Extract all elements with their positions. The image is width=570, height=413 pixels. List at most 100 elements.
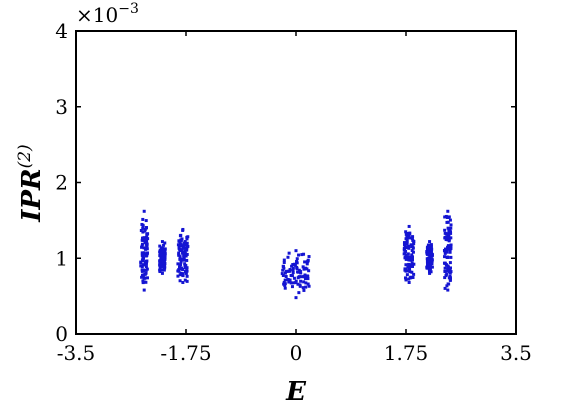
data-point	[185, 235, 189, 239]
data-point	[302, 274, 306, 278]
data-point	[284, 275, 288, 279]
data-point	[182, 244, 186, 248]
data-point	[160, 265, 164, 269]
data-point	[280, 272, 284, 276]
data-point	[185, 258, 189, 262]
data-point	[447, 236, 451, 240]
data-point	[181, 280, 185, 284]
data-point	[427, 257, 431, 261]
data-point	[142, 288, 146, 292]
data-point	[429, 264, 433, 268]
data-point	[412, 272, 416, 276]
data-point	[404, 278, 408, 282]
data-point	[404, 257, 408, 261]
data-point	[429, 270, 433, 274]
data-point	[427, 266, 431, 270]
data-point	[144, 262, 148, 266]
data-point	[291, 271, 295, 275]
data-point	[445, 250, 449, 254]
data-point	[446, 282, 450, 286]
data-point	[141, 238, 145, 242]
data-point	[176, 243, 180, 247]
data-point	[299, 271, 303, 275]
data-point	[443, 269, 447, 273]
axis-ticks: -3.5 -1.75 0 1.75 3.5 0 1 2 3 4	[55, 19, 532, 365]
data-point	[410, 245, 414, 249]
data-point	[177, 251, 181, 255]
data-point	[407, 244, 411, 248]
data-point	[163, 241, 167, 245]
data-point	[446, 215, 450, 219]
data-point	[428, 255, 432, 259]
data-point	[145, 252, 149, 256]
data-point	[307, 284, 311, 288]
data-point	[446, 268, 450, 272]
data-point	[306, 274, 310, 278]
data-point	[288, 268, 292, 272]
data-point	[410, 263, 414, 267]
data-point	[288, 269, 292, 273]
data-point	[185, 274, 189, 278]
data-point	[142, 246, 146, 250]
data-point	[158, 266, 162, 270]
data-point	[307, 269, 311, 273]
data-point	[184, 271, 188, 275]
data-point	[443, 251, 447, 255]
data-point	[428, 267, 432, 271]
y-axis-label: IPR(2)	[15, 144, 47, 222]
data-point	[406, 265, 410, 269]
data-point	[442, 249, 446, 253]
data-point	[430, 257, 434, 261]
data-point	[183, 249, 187, 253]
data-point	[406, 255, 410, 259]
data-point	[404, 263, 408, 267]
data-point	[304, 285, 308, 289]
data-point	[444, 236, 448, 240]
data-point	[287, 251, 291, 255]
data-point	[299, 279, 303, 283]
data-point	[291, 263, 295, 267]
y-scale-exponent: ×10−3	[76, 1, 139, 27]
data-point	[302, 280, 306, 284]
data-point	[448, 266, 452, 270]
data-point	[179, 233, 183, 237]
data-point	[429, 245, 433, 249]
data-point	[162, 261, 166, 265]
data-point	[408, 267, 412, 271]
data-point	[405, 273, 409, 277]
data-point	[159, 253, 163, 257]
data-point	[181, 272, 185, 276]
data-point	[446, 245, 450, 249]
scatter-points	[139, 209, 453, 300]
data-point	[443, 266, 447, 270]
data-point	[160, 240, 164, 244]
data-point	[139, 261, 143, 265]
data-point	[407, 262, 411, 266]
data-point	[283, 278, 287, 282]
data-point	[410, 237, 414, 241]
data-point	[449, 223, 453, 227]
data-point	[406, 252, 410, 256]
data-point	[185, 241, 189, 245]
data-point	[428, 271, 432, 275]
data-point	[409, 276, 413, 280]
data-point	[448, 229, 452, 233]
data-point	[449, 236, 453, 240]
data-point	[429, 243, 433, 247]
data-point	[176, 262, 180, 266]
data-point	[405, 240, 409, 244]
data-point	[282, 260, 286, 264]
data-point	[144, 271, 148, 275]
data-point	[143, 263, 147, 267]
y-tick-label: 0	[55, 322, 68, 346]
data-point	[158, 259, 162, 263]
data-point	[404, 237, 408, 241]
data-point	[446, 244, 450, 248]
data-point	[293, 281, 297, 285]
data-point	[300, 253, 304, 257]
data-point	[408, 255, 412, 259]
data-point	[406, 269, 410, 273]
data-point	[141, 253, 145, 257]
data-point	[281, 274, 285, 278]
data-point	[293, 263, 297, 267]
